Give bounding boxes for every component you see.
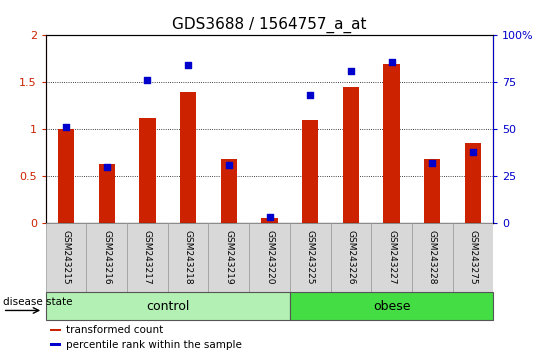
Bar (86, 223, 127, 292)
Title: GDS3688 / 1564757_a_at: GDS3688 / 1564757_a_at (172, 16, 367, 33)
Point (225, 162, 233, 168)
Bar (220, 159, 237, 223)
Text: GSM243215: GSM243215 (61, 230, 71, 285)
Text: GSM243216: GSM243216 (102, 230, 112, 285)
Bar (180, 92, 196, 223)
Point (306, 93, 314, 98)
Bar (127, 223, 168, 292)
Bar (412, 223, 453, 292)
Bar (465, 143, 481, 223)
Text: disease state: disease state (3, 297, 72, 307)
Bar (50, 329, 61, 331)
Bar (249, 223, 290, 292)
Point (347, 68, 355, 74)
Bar (343, 87, 359, 223)
Bar (209, 223, 249, 292)
Bar (371, 223, 412, 292)
Point (143, 78, 152, 83)
Text: GSM243275: GSM243275 (468, 230, 478, 285)
Text: GSM243225: GSM243225 (306, 230, 315, 285)
Point (387, 59, 396, 64)
Text: transformed count: transformed count (66, 325, 163, 335)
Text: GSM243228: GSM243228 (427, 230, 437, 285)
Bar (453, 223, 493, 292)
Text: GSM243226: GSM243226 (347, 230, 355, 285)
Bar (99, 164, 115, 223)
Point (265, 215, 274, 220)
Text: obese: obese (373, 300, 410, 313)
Point (102, 164, 111, 170)
Bar (46, 292, 290, 320)
Text: GSM243219: GSM243219 (224, 230, 233, 285)
Text: GSM243220: GSM243220 (265, 230, 274, 285)
Text: GSM243218: GSM243218 (184, 230, 192, 285)
Bar (302, 120, 319, 223)
Text: percentile rank within the sample: percentile rank within the sample (66, 339, 242, 350)
Point (184, 63, 192, 68)
Point (428, 160, 437, 166)
Bar (168, 223, 209, 292)
Text: GSM243227: GSM243227 (387, 230, 396, 285)
Bar (46, 223, 86, 292)
Bar (290, 223, 330, 292)
Bar (261, 218, 278, 223)
Point (468, 149, 477, 155)
Bar (140, 118, 156, 223)
Point (62, 125, 71, 130)
Bar (424, 159, 440, 223)
Text: GSM243217: GSM243217 (143, 230, 152, 285)
Bar (383, 64, 399, 223)
Bar (58, 129, 74, 223)
Bar (330, 223, 371, 292)
Bar (50, 343, 61, 346)
Text: control: control (146, 300, 190, 313)
Bar (290, 292, 493, 320)
